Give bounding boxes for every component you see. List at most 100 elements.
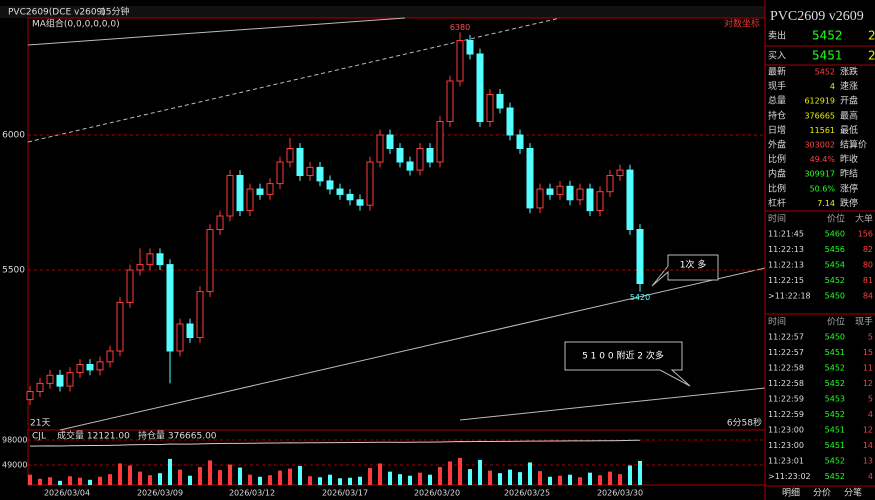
annotation: 5 1 0 0 附近 2 次多 (582, 350, 664, 362)
oi-text: 持仓量 376665.00 (138, 430, 217, 442)
candle-body (326, 180, 334, 190)
candle-body (216, 215, 224, 230)
stat-label: 现手 (768, 80, 786, 92)
table-cell: 14 (863, 441, 873, 450)
bid-vol: 2 (868, 49, 875, 63)
volume-bar (378, 463, 382, 485)
period[interactable]: 15分钟 (100, 6, 129, 18)
table-cell: 5450 (825, 333, 845, 342)
scale-mode[interactable]: 对数坐标 (724, 18, 760, 30)
volume-bar (148, 475, 152, 485)
table-cell: 81 (863, 276, 873, 285)
volume-bar (388, 471, 392, 485)
stat-label: 日增 (768, 124, 786, 136)
symbol[interactable]: PVC2609(DCE v2609) (8, 8, 106, 18)
table-header: 时间 (768, 316, 786, 328)
stat-value: 7.14 (817, 199, 835, 208)
volume-bar (198, 467, 202, 485)
volume-bar (58, 480, 62, 485)
volume-bar (218, 470, 222, 485)
volume-bar (458, 457, 462, 485)
volume-bar (138, 471, 142, 485)
candle-body (556, 185, 564, 195)
table-cell: 4 (868, 410, 873, 419)
candle-body (476, 53, 484, 122)
low-label: 5420 (630, 293, 650, 302)
volume-bar (448, 461, 452, 485)
trend-line (59, 267, 766, 431)
volume-bar (228, 464, 232, 485)
candle-body (366, 161, 374, 206)
stat-label: 昨收 (840, 153, 858, 165)
volume-bar (308, 476, 312, 485)
candle-body (426, 148, 434, 163)
indicator: MA组合(0,0,0,0,0,0) (32, 18, 120, 30)
candle-body (346, 193, 354, 201)
volume-bar (188, 475, 192, 485)
candle-body (376, 134, 384, 163)
trend-line (27, 17, 561, 143)
table-cell: 11 (863, 364, 873, 373)
candle-body (356, 199, 364, 206)
volume-tick-label: 49000 (2, 461, 27, 470)
candle-body (616, 169, 624, 177)
tab[interactable]: 分笔 (844, 487, 862, 499)
tab[interactable]: 分价 (813, 488, 831, 499)
bid: 5451 (812, 49, 843, 63)
volume-bar (28, 474, 32, 485)
volume-bar (418, 472, 422, 485)
candle-body (276, 161, 284, 185)
table-cell: >11:23:02 (768, 472, 811, 481)
stat-label: 速涨 (840, 81, 858, 92)
candle-body (576, 188, 584, 201)
candle-body (436, 121, 444, 163)
x-tick-label: 2026/03/25 (504, 489, 550, 498)
bid-label: 买入 (768, 51, 786, 62)
volume-bar (528, 462, 532, 485)
candle-body (266, 183, 274, 195)
volume-bar (548, 476, 552, 485)
table-cell: 5451 (825, 426, 845, 435)
table-cell: 5451 (825, 441, 845, 450)
table-header: 时间 (768, 213, 786, 225)
volume-bar (298, 466, 302, 485)
stat-label: 杠杆 (768, 197, 786, 209)
candle-body (36, 382, 44, 392)
volume-bar (438, 467, 442, 485)
candle-body (496, 94, 504, 109)
volume-bar (268, 475, 272, 485)
table-cell: 11:22:59 (768, 410, 804, 419)
stat-label: 结算价 (840, 139, 867, 151)
candle-body (286, 148, 294, 163)
candle-body (586, 188, 594, 212)
volume-bar (348, 477, 352, 485)
table-cell: 5 (868, 395, 873, 404)
candle-body (236, 175, 244, 212)
stat-label: 比例 (768, 182, 786, 194)
y-tick-label: 5500 (2, 266, 25, 276)
table-header: 价位 (827, 316, 845, 328)
table-cell: 11:23:00 (768, 426, 804, 435)
candle-body (26, 391, 34, 401)
volume-bar (518, 472, 522, 485)
table-cell: 84 (863, 292, 873, 301)
volume-bar (368, 468, 372, 485)
stat-value: 4 (830, 82, 835, 91)
tab[interactable]: 明细 (782, 487, 800, 499)
volume-label[interactable]: CJL (32, 432, 46, 442)
candle-body (56, 374, 64, 387)
volume-bar (488, 470, 492, 485)
candle-body (146, 253, 154, 266)
table-cell: 11:21:45 (768, 230, 804, 239)
stat-label: 开盘 (840, 95, 858, 107)
volume-bar (498, 473, 502, 485)
x-tick-label: 2026/03/09 (137, 489, 183, 498)
trend-line (27, 17, 406, 46)
volume-bar (238, 467, 242, 485)
volume-tick-label: 98000 (2, 436, 27, 445)
candle-body (46, 374, 54, 384)
candle-body (386, 134, 394, 149)
volume-bar (618, 474, 622, 485)
x-tick-label: 2026/03/17 (322, 489, 368, 498)
table-header: 大单 (855, 213, 873, 225)
